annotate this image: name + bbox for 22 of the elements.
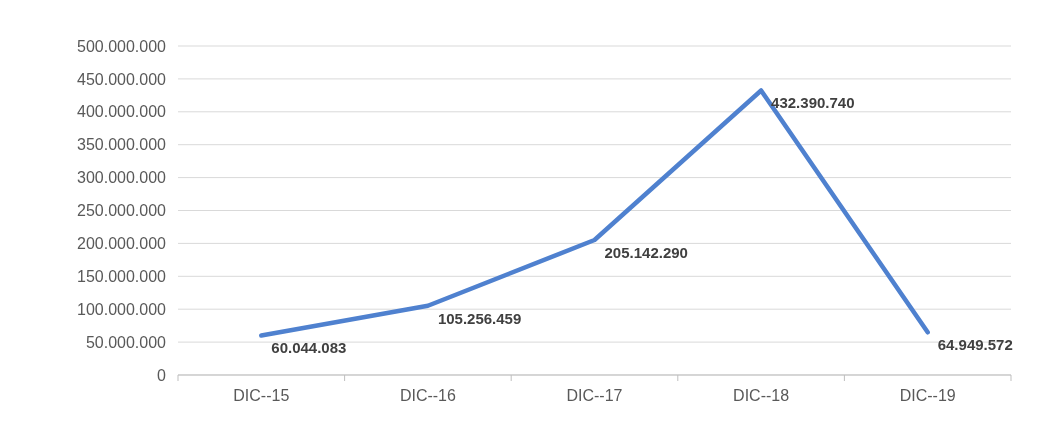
y-tick-label: 50.000.000 xyxy=(85,333,167,351)
data-label: 432.390.740 xyxy=(771,94,855,112)
y-tick-label: 200.000.000 xyxy=(77,235,167,252)
x-tick-label: DIC--18 xyxy=(733,387,790,404)
y-tick-label: 500.000.000 xyxy=(77,37,167,55)
x-tick-label: DIC--15 xyxy=(233,387,290,404)
y-tick-label: 450.000.000 xyxy=(77,70,167,88)
line-series xyxy=(259,88,930,338)
y-tick-label: 400.000.000 xyxy=(77,103,167,121)
data-label: 105.256.459 xyxy=(437,309,522,327)
y-tick-label: 150.000.000 xyxy=(77,267,167,285)
y-tick-label: 0 xyxy=(157,366,167,384)
x-tick-label: DIC--16 xyxy=(399,387,456,404)
data-label: 60.044.083 xyxy=(271,339,347,357)
y-tick-label: 250.000.000 xyxy=(77,202,167,220)
data-label: 205.142.290 xyxy=(604,244,688,262)
y-tick-label: 300.000.000 xyxy=(77,169,167,187)
data-label: 64.949.572 xyxy=(937,336,1013,354)
x-tick-label: DIC--19 xyxy=(899,387,956,404)
x-tick-label: DIC--17 xyxy=(566,387,623,404)
y-tick-label: 100.000.000 xyxy=(77,300,167,318)
y-tick-label: 350.000.000 xyxy=(77,136,167,154)
